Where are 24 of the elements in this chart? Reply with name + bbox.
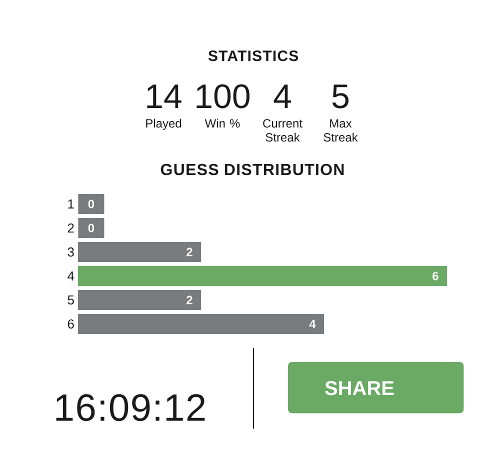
data-label: 2 (186, 248, 192, 256)
y-tick-label: 3 (68, 247, 74, 257)
y-tick-label: 4 (68, 272, 74, 280)
text: 5 (332, 84, 349, 108)
chart-title: GUESS DISTRIBUTION (160, 164, 344, 176)
data-label: 6 (432, 272, 438, 280)
text: Max Streak (324, 119, 358, 142)
data-label: 4 (309, 320, 316, 328)
y-tick-label: 6 (68, 319, 74, 329)
text: Win % (204, 118, 240, 128)
data-label: 0 (88, 200, 94, 208)
data-label: 0 (88, 224, 94, 232)
text: 4 (274, 84, 291, 108)
y-tick-label: 1 (68, 200, 74, 208)
y-tick-label: 5 (68, 295, 74, 305)
text: Current Streak (263, 119, 302, 142)
y-tick-label: 2 (68, 223, 74, 233)
data-label: 2 (186, 296, 192, 304)
text: STATISTICS (208, 50, 298, 62)
text: SHARE (325, 381, 394, 396)
text: 16:09:12 (56, 394, 205, 422)
text: 14 (147, 84, 182, 108)
text: Played (146, 118, 182, 130)
text: 100 (196, 84, 250, 108)
